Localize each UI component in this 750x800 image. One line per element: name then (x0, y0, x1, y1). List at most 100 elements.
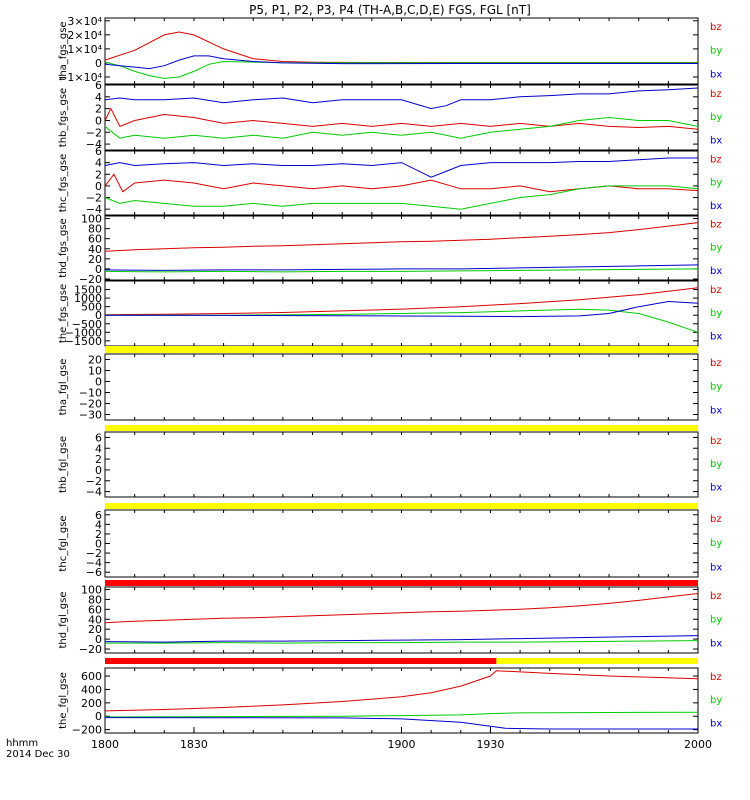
ytick-label: 20 (88, 253, 102, 266)
series-bz (104, 222, 699, 252)
series-by (104, 116, 699, 139)
series-by (105, 308, 699, 333)
series-bx (104, 87, 699, 110)
ytick-label: 6 (95, 145, 102, 158)
series-bz (104, 670, 699, 712)
ylabel-thb_fgl_gse: thb_fgl_gse (58, 436, 69, 493)
chart-title: P5, P1, P2, P3, P4 (TH-A,B,C,D,E) FGS, F… (249, 3, 531, 17)
series-bx (104, 300, 699, 318)
series-bz (104, 173, 699, 193)
legend-bz: bz (710, 22, 722, 33)
ytick-label: 2 (95, 103, 102, 116)
ytick-label: 4 (95, 157, 102, 170)
panel-frame (104, 353, 699, 421)
ytick-label: 80 (88, 593, 102, 606)
xtick-label: 1900 (388, 738, 416, 751)
ytick-label: 0 (95, 114, 102, 127)
ytick-label: −200 (72, 724, 102, 737)
ytick-label: 2 (95, 528, 102, 541)
ytick-label: −20 (79, 273, 102, 286)
legend-by: by (710, 615, 722, 626)
ytick-label: 3×10⁴ (67, 15, 102, 28)
ytick-label: 100 (81, 213, 102, 226)
ytick-label: −10 (79, 387, 102, 400)
ytick-label: 0 (95, 464, 102, 477)
legend-bz: bz (710, 436, 722, 447)
xtick-label: 2000 (684, 738, 712, 751)
xtick-label: 1930 (476, 738, 504, 751)
ylabel-tha_fgl_gse: tha_fgl_gse (58, 359, 69, 416)
ylabel-thc_fgl_gse: thc_fgl_gse (58, 515, 69, 571)
legend-bx: bx (710, 638, 722, 649)
legend-by: by (710, 243, 722, 254)
ytick-label: 200 (81, 697, 102, 710)
ytick-label: 6 (95, 431, 102, 444)
ytick-label: 600 (81, 670, 102, 683)
ytick-label: −1000 (65, 326, 102, 339)
ytick-label: 0 (95, 376, 102, 389)
ylabel-thc_fgs_gse: thc_fgs_gse (58, 154, 69, 213)
ytick-label: 400 (81, 683, 102, 696)
panel-frame (104, 667, 699, 734)
legend-by: by (710, 112, 722, 123)
series-bz (104, 593, 699, 624)
ytick-label: 2×10⁴ (67, 29, 102, 42)
ytick-label: 4 (95, 442, 102, 455)
ytick-label: 2 (95, 168, 102, 181)
ytick-label: 20 (88, 623, 102, 636)
ytick-label: 4 (95, 91, 102, 104)
ylabel-the_fgs_gse: the_fgs_gse (58, 284, 69, 343)
ytick-label: 0 (95, 57, 102, 70)
legend-bz: bz (710, 591, 722, 602)
legend-bz: bz (710, 672, 722, 683)
ytick-label: 20 (88, 354, 102, 367)
series-bx (104, 264, 699, 271)
series-by (105, 640, 699, 644)
legend-bx: bx (710, 136, 722, 147)
ytick-label: −4 (86, 486, 102, 499)
flag-bar-yellow (496, 658, 698, 664)
ytick-label: 1×10⁴ (67, 43, 102, 56)
ylabel-thd_fgs_gse: thd_fgs_gse (58, 218, 69, 277)
series-by (104, 268, 699, 273)
ytick-label: −30 (79, 409, 102, 422)
ytick-label: −2 (86, 475, 102, 488)
legend-by: by (710, 695, 722, 706)
series-bz (104, 107, 699, 130)
flag-bar-red (105, 580, 698, 586)
ytick-label: 0 (95, 309, 102, 322)
legend-by: by (710, 46, 722, 57)
ylabel-thb_fgs_gse: thb_fgs_gse (58, 88, 69, 147)
ytick-label: −4 (86, 203, 102, 216)
ytick-label: 6 (95, 509, 102, 522)
panel-frame (104, 17, 699, 85)
ytick-label: 1500 (74, 284, 102, 297)
ytick-label: −20 (79, 643, 102, 656)
ytick-label: −6 (86, 566, 102, 579)
legend-bx: bx (710, 719, 722, 730)
legend-bz: bz (710, 155, 722, 166)
legend-bz: bz (710, 358, 722, 369)
ytick-label: 6 (95, 79, 102, 92)
legend-by: by (710, 308, 722, 319)
xtick-label: 1800 (91, 738, 119, 751)
legend-by: by (710, 459, 722, 470)
flag-bar-yellow (105, 346, 698, 353)
legend-bx: bx (710, 562, 722, 573)
panel-frame (104, 509, 699, 578)
series-bx (104, 157, 698, 178)
legend-bz: bz (710, 89, 722, 100)
ytick-label: 0 (95, 180, 102, 193)
ytick-label: 60 (88, 233, 102, 246)
ytick-label: 100 (81, 583, 102, 596)
series-bx (104, 717, 698, 730)
ytick-label: 0 (95, 263, 102, 276)
ytick-label: 0 (95, 710, 102, 723)
